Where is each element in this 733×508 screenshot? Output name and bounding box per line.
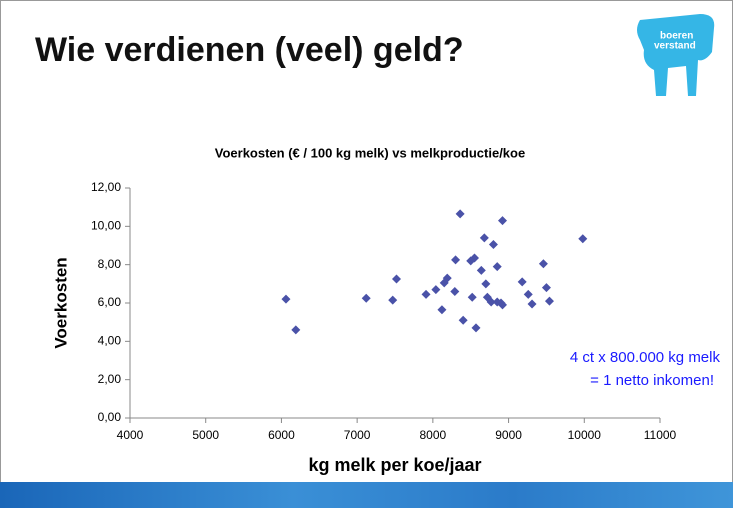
slide: Wie verdienen (veel) geld? boeren versta… xyxy=(0,0,733,508)
x-tick-label: 11000 xyxy=(644,428,677,442)
y-tick-label: 2,00 xyxy=(98,372,122,386)
x-tick-label: 8000 xyxy=(420,428,447,442)
x-tick-label: 10000 xyxy=(568,428,602,442)
chart-title: Voerkosten (€ / 100 kg melk) vs melkprod… xyxy=(215,145,525,160)
x-tick-label: 6000 xyxy=(268,428,295,442)
y-axis-label: Voerkosten xyxy=(51,257,70,348)
logo-text: verstand xyxy=(654,41,696,52)
x-tick-label: 4000 xyxy=(117,428,144,442)
x-tick-label: 5000 xyxy=(192,428,219,442)
y-tick-label: 10,00 xyxy=(91,219,121,233)
y-tick-label: 0,00 xyxy=(98,410,122,424)
x-tick-label: 9000 xyxy=(495,428,522,442)
y-tick-label: 12,00 xyxy=(91,180,121,194)
y-tick-label: 4,00 xyxy=(98,334,122,348)
x-axis-label: kg melk per koe/jaar xyxy=(308,455,481,475)
footer-band xyxy=(0,482,733,508)
y-tick-label: 8,00 xyxy=(98,257,122,271)
x-tick-label: 7000 xyxy=(344,428,371,442)
annotation: = 1 netto inkomen! xyxy=(590,372,714,389)
y-tick-label: 6,00 xyxy=(98,295,122,309)
annotation: 4 ct x 800.000 kg melk xyxy=(570,349,721,366)
slide-title: Wie verdienen (veel) geld? xyxy=(35,31,464,69)
